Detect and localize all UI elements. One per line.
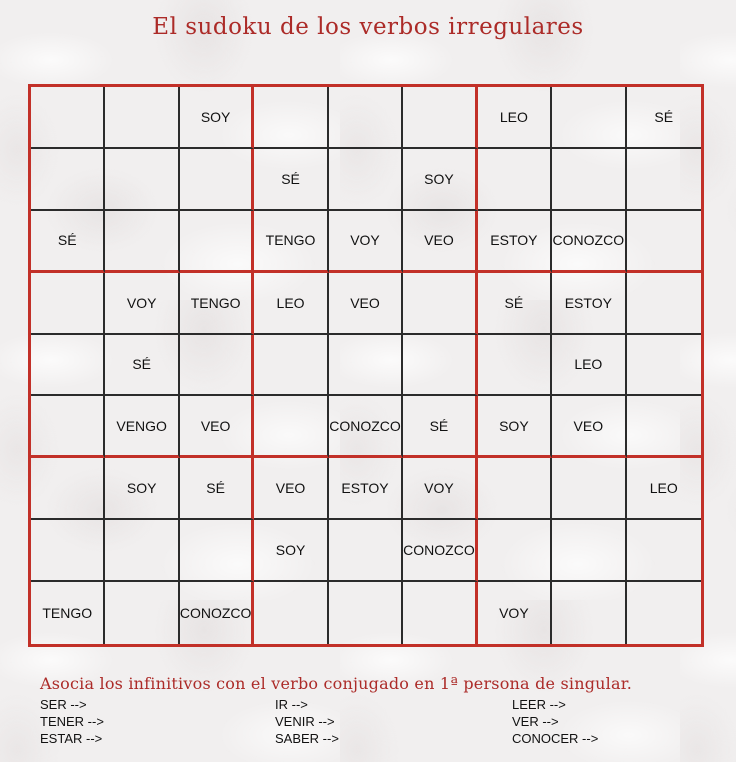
grid-cell-empty[interactable] xyxy=(31,520,106,583)
grid-cell-given: SOY xyxy=(254,520,329,583)
grid-cell-given: SÉ xyxy=(477,272,553,335)
grid-cell-empty[interactable] xyxy=(179,520,255,583)
grid-cell-empty[interactable] xyxy=(31,87,106,149)
grid-cell-given: LEO xyxy=(626,458,701,521)
grid-cell-empty[interactable] xyxy=(31,334,106,397)
grid-cell-empty[interactable] xyxy=(477,458,553,521)
infinitive-estar: ESTAR --> xyxy=(40,731,103,746)
grid-cell-empty[interactable] xyxy=(254,582,329,644)
grid-cell-empty[interactable] xyxy=(552,520,627,583)
grid-cell-given: TENGO xyxy=(254,210,329,273)
infinitive-conocer: CONOCER --> xyxy=(512,731,599,746)
grid-cell-empty[interactable] xyxy=(328,87,404,149)
grid-cell-empty[interactable] xyxy=(105,582,180,644)
grid-cell-empty[interactable] xyxy=(403,87,478,149)
grid-cell-empty[interactable] xyxy=(626,335,701,397)
grid-cell-empty[interactable] xyxy=(626,149,701,211)
grid-cell-given: SÉ xyxy=(179,458,255,521)
grid-cell-given: VOY xyxy=(478,582,553,644)
grid-cell-given: VENGO xyxy=(105,396,180,459)
exercise-instruction: Asocia los infinitivos con el verbo conj… xyxy=(40,674,633,693)
infinitive-leer: LEER --> xyxy=(512,697,566,712)
infinitive-ser: SER --> xyxy=(40,697,87,712)
grid-cell-empty[interactable] xyxy=(254,396,329,459)
grid-cell-empty[interactable] xyxy=(31,272,106,335)
grid-cell-given: VEO xyxy=(328,272,404,335)
grid-cell-empty[interactable] xyxy=(105,148,180,211)
infinitives-column-1: SER --> TENER --> ESTAR --> xyxy=(40,696,104,747)
grid-cell-given: LEO xyxy=(552,334,627,397)
grid-cell-empty[interactable] xyxy=(627,582,701,644)
grid-cell-given: SÉ xyxy=(626,87,701,149)
grid-cell-empty[interactable] xyxy=(552,87,627,149)
grid-cell-empty[interactable] xyxy=(105,87,180,149)
grid-cell-empty[interactable] xyxy=(105,210,180,273)
grid-cell-given: VEO xyxy=(552,396,627,459)
infinitives-column-3: LEER --> VER --> CONOCER --> xyxy=(512,696,598,747)
grid-cell-empty[interactable] xyxy=(626,396,701,459)
grid-cell-given: SOY xyxy=(105,458,180,521)
infinitive-saber: SABER --> xyxy=(275,731,339,746)
grid-cell-empty[interactable] xyxy=(179,334,255,397)
grid-cell-given: CONOZCO xyxy=(328,396,404,459)
infinitive-ir: IR --> xyxy=(275,697,308,712)
grid-cell-empty[interactable] xyxy=(552,458,627,521)
grid-cell-empty[interactable] xyxy=(626,273,701,335)
page-title: El sudoku de los verbos irregulares xyxy=(152,14,584,40)
grid-cell-given: SÉ xyxy=(31,210,106,273)
grid-cell-given: ESTOY xyxy=(477,210,553,273)
grid-cell-given: TENGO xyxy=(31,582,106,644)
grid-cell-given: VOY xyxy=(105,272,180,335)
grid-cell-empty[interactable] xyxy=(328,520,404,583)
grid-cell-empty[interactable] xyxy=(105,520,180,583)
grid-cell-given: SÉ xyxy=(403,396,478,459)
grid-cell-given: VEO xyxy=(403,210,478,273)
grid-cell-given: ESTOY xyxy=(328,458,404,521)
infinitives-column-2: IR --> VENIR --> SABER --> xyxy=(275,696,339,747)
grid-cell-given: VOY xyxy=(403,458,478,521)
grid-cell-empty[interactable] xyxy=(403,334,478,397)
grid-cell-empty[interactable] xyxy=(179,210,255,273)
infinitive-tener: TENER --> xyxy=(40,714,104,729)
grid-cell-empty[interactable] xyxy=(477,148,553,211)
grid-cell-given: VOY xyxy=(328,210,404,273)
sudoku-grid: SOY LEO SÉ SÉ SOY SÉ TENGO VOY VEO ESTOY CONOZCO VO… xyxy=(28,84,704,647)
grid-cell-empty[interactable] xyxy=(552,582,627,644)
grid-cell-given: LEO xyxy=(477,87,553,149)
infinitive-venir: VENIR --> xyxy=(275,714,335,729)
grid-cell-empty[interactable] xyxy=(31,396,106,459)
grid-cell-empty[interactable] xyxy=(626,211,701,273)
grid-cell-empty[interactable] xyxy=(254,87,329,149)
grid-cell-empty[interactable] xyxy=(626,520,701,583)
infinitive-ver: VER --> xyxy=(512,714,559,729)
grid-cell-given: SOY xyxy=(403,148,478,211)
grid-cell-given: ESTOY xyxy=(552,272,627,335)
grid-cell-empty[interactable] xyxy=(254,334,329,397)
grid-cell-given: VEO xyxy=(179,396,255,459)
grid-cell-given: SÉ xyxy=(105,334,180,397)
grid-cell-given: SOY xyxy=(477,396,553,459)
grid-cell-empty[interactable] xyxy=(552,148,627,211)
grid-cell-given: CONOZCO xyxy=(180,582,255,644)
grid-cell-empty[interactable] xyxy=(403,582,478,644)
grid-cell-given: CONOZCO xyxy=(403,520,478,583)
grid-cell-empty[interactable] xyxy=(31,148,106,211)
grid-cell-given: CONOZCO xyxy=(552,210,627,273)
grid-cell-given: LEO xyxy=(254,272,329,335)
grid-cell-empty[interactable] xyxy=(477,334,553,397)
grid-cell-given: VEO xyxy=(254,458,329,521)
grid-cell-empty[interactable] xyxy=(328,148,404,211)
grid-cell-empty[interactable] xyxy=(31,458,106,521)
grid-cell-empty[interactable] xyxy=(179,148,255,211)
grid-cell-given: SÉ xyxy=(254,148,329,211)
grid-cell-empty[interactable] xyxy=(328,334,404,397)
grid-cell-given: TENGO xyxy=(179,272,255,335)
grid-cell-empty[interactable] xyxy=(403,272,478,335)
grid-cell-empty[interactable] xyxy=(477,520,553,583)
grid-cell-empty[interactable] xyxy=(329,582,404,644)
grid-cell-given: SOY xyxy=(179,87,255,149)
